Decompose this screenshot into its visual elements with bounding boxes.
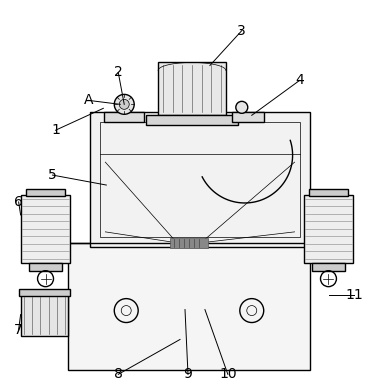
Bar — [309, 189, 349, 196]
Bar — [21, 295, 68, 337]
Bar — [100, 122, 300, 237]
Bar — [232, 112, 264, 122]
Text: 10: 10 — [219, 367, 237, 381]
Text: 8: 8 — [114, 367, 123, 381]
Bar — [104, 112, 144, 122]
Text: A: A — [84, 93, 93, 108]
Text: 6: 6 — [14, 195, 23, 209]
Text: 7: 7 — [14, 323, 23, 337]
Bar — [304, 195, 353, 263]
Bar — [91, 112, 310, 247]
Bar — [312, 263, 346, 271]
Text: 5: 5 — [48, 168, 57, 182]
Bar — [25, 189, 65, 196]
Text: 9: 9 — [184, 367, 193, 381]
Bar — [28, 263, 62, 271]
Text: 4: 4 — [295, 74, 304, 88]
Text: 1: 1 — [51, 123, 60, 137]
Bar — [170, 238, 208, 248]
Circle shape — [114, 94, 134, 114]
Circle shape — [236, 101, 248, 113]
Text: 2: 2 — [114, 65, 123, 79]
Bar — [158, 63, 226, 115]
Bar — [68, 243, 310, 370]
Bar — [19, 289, 70, 296]
Bar — [146, 115, 238, 125]
Text: 11: 11 — [346, 288, 363, 301]
Bar — [21, 195, 70, 263]
Text: 3: 3 — [237, 23, 246, 38]
Circle shape — [119, 99, 129, 109]
